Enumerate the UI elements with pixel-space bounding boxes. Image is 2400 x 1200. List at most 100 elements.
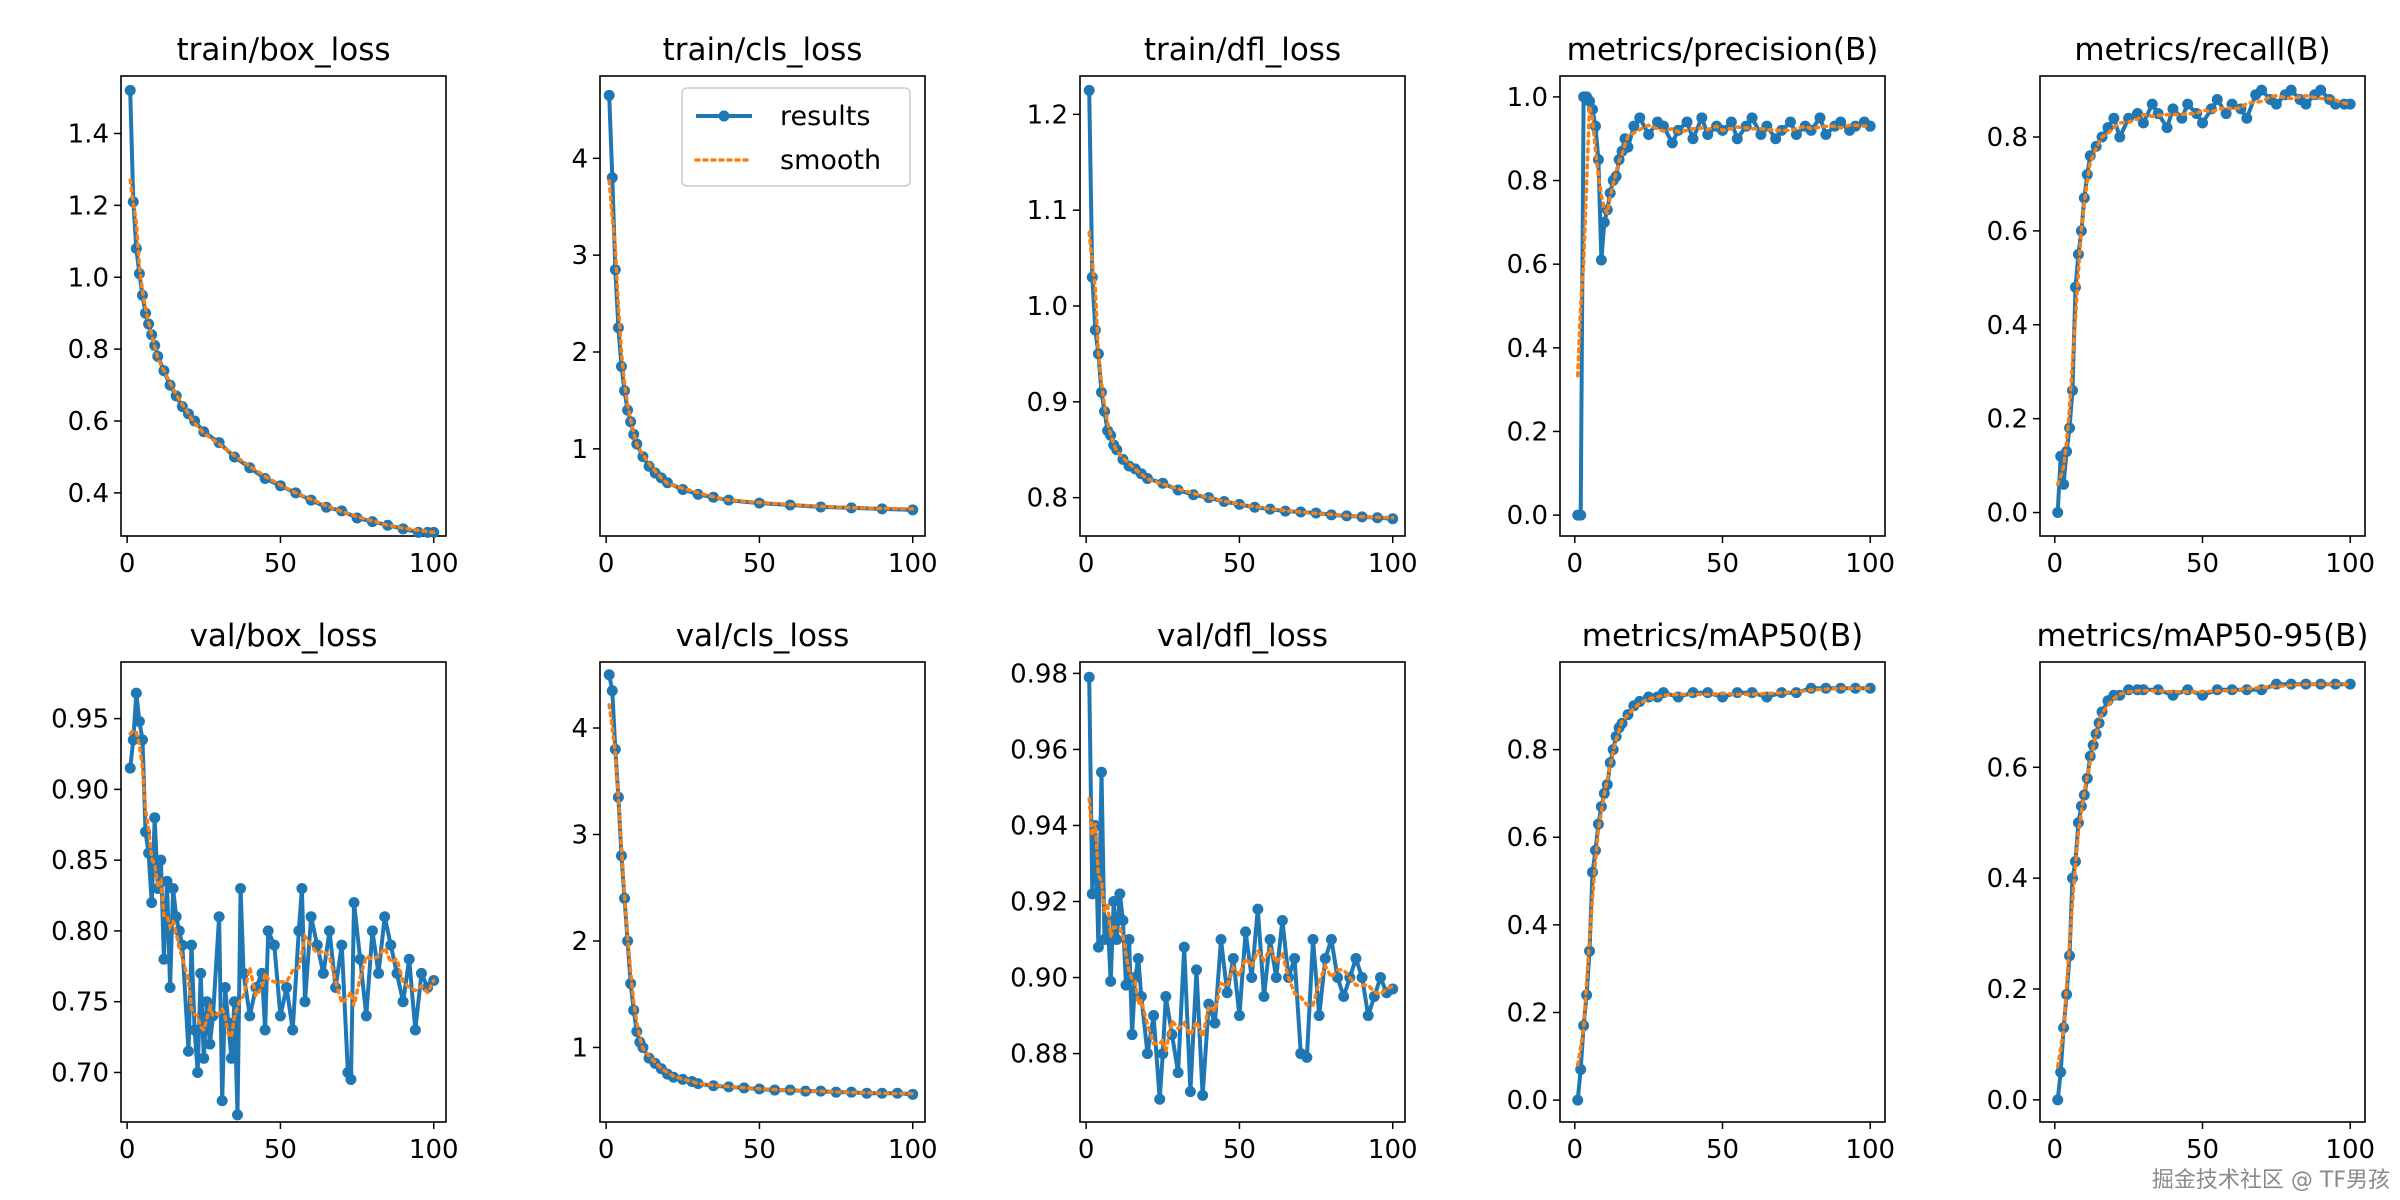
data-point <box>1111 934 1123 946</box>
data-point <box>1595 254 1607 266</box>
data-point <box>1215 934 1227 946</box>
data-point <box>170 911 182 923</box>
data-point <box>305 911 317 923</box>
data-point <box>1114 888 1126 900</box>
y-tick-label: 3 <box>571 241 588 271</box>
data-point <box>1246 972 1258 984</box>
watermark: 掘金技术社区 @ TF男孩 <box>2151 1168 2390 1193</box>
series-line-results <box>128 691 436 1117</box>
data-point <box>1184 1086 1196 1098</box>
axes-frame <box>1079 661 1406 1123</box>
axes-frame <box>2039 75 2366 537</box>
data-point <box>1313 1010 1325 1022</box>
subplot-title: metrics/mAP50-95(B) <box>2036 618 2368 654</box>
legend-smooth-label: smooth <box>780 145 881 176</box>
subplot-title: val/cls_loss <box>676 618 850 654</box>
data-point <box>2220 108 2232 120</box>
y-tick-label: 0.70 <box>51 1058 109 1088</box>
data-point <box>1105 975 1117 987</box>
data-point <box>274 1010 286 1022</box>
data-point <box>192 1066 204 1078</box>
x-tick-label: 50 <box>1706 1135 1739 1165</box>
data-point <box>1338 991 1350 1003</box>
data-point <box>603 669 615 681</box>
data-point <box>2055 1066 2067 1078</box>
series-line-smooth <box>607 179 915 511</box>
x-tick-label: 100 <box>409 1135 459 1165</box>
data-point <box>1575 509 1587 521</box>
x-tick-label: 50 <box>1223 1135 1256 1165</box>
data-point <box>167 882 179 894</box>
data-point <box>1240 926 1252 938</box>
y-tick-label: 1.0 <box>1507 83 1548 113</box>
subplot-8: metrics/mAP50(B) 0 50 100 0.0 0.2 0.4 0.6 0.8 <box>1507 618 1895 1165</box>
y-tick-label: 1.0 <box>1027 292 1068 322</box>
data-point <box>1746 112 1758 124</box>
x-tick-label: 100 <box>888 1135 938 1165</box>
data-point <box>1083 671 1095 683</box>
x-tick-label: 100 <box>1368 549 1418 579</box>
y-tick-label: 0.0 <box>1987 499 2028 529</box>
y-tick-label: 0.2 <box>1987 975 2028 1005</box>
data-point <box>1814 112 1826 124</box>
series-line-results <box>128 90 434 535</box>
data-point <box>1784 116 1796 128</box>
data-point <box>124 84 136 96</box>
data-point <box>2182 98 2194 110</box>
y-tick-label: 0.8 <box>68 335 109 365</box>
x-tick-label: 0 <box>1566 549 1583 579</box>
series-line-smooth <box>607 703 915 1096</box>
data-point <box>845 502 857 514</box>
data-point <box>1270 972 1282 984</box>
subplot-title: val/dfl_loss <box>1157 618 1328 654</box>
x-tick-label: 0 <box>119 1135 136 1165</box>
subplot-2: train/dfl_loss 0 50 100 0.8 0.9 1.0 1.1 1.2 <box>1027 32 1418 579</box>
x-tick-label: 50 <box>2186 549 2219 579</box>
x-tick-label: 0 <box>598 1135 615 1165</box>
data-point <box>1849 682 1861 694</box>
subplot-6: val/cls_loss 0 50 100 1 2 3 4 <box>571 618 937 1165</box>
data-point <box>2167 103 2179 115</box>
data-point <box>1587 866 1598 878</box>
subplot-7: val/dfl_loss 0 50 100 0.88 0.90 0.92 0.94 0.96 0.… <box>1010 618 1417 1165</box>
series-line-smooth <box>1087 230 1395 520</box>
data-point <box>606 685 618 697</box>
data-point <box>415 967 427 979</box>
y-tick-label: 0.98 <box>1010 659 1068 689</box>
data-point <box>213 911 225 923</box>
data-point <box>1584 95 1596 107</box>
series-line-smooth <box>2055 93 2352 487</box>
data-point <box>130 687 142 699</box>
data-point <box>1197 1089 1209 1101</box>
data-point <box>189 1024 201 1036</box>
data-point <box>235 882 247 894</box>
data-point <box>244 1010 256 1022</box>
data-point <box>1289 953 1301 965</box>
x-tick-label: 100 <box>2325 1135 2375 1165</box>
data-point <box>1095 766 1107 778</box>
data-point <box>1319 953 1331 965</box>
data-point <box>155 854 167 866</box>
y-tick-label: 0.8 <box>1507 736 1548 766</box>
data-point <box>373 967 385 979</box>
y-tick-label: 0.4 <box>68 479 109 509</box>
x-tick-label: 100 <box>409 549 459 579</box>
data-point <box>1687 687 1699 699</box>
data-point <box>198 1052 210 1064</box>
data-point <box>1598 216 1610 228</box>
x-tick-label: 0 <box>1078 1135 1095 1165</box>
subplot-1: train/cls_loss 0 50 100 1 2 3 4 results smooth <box>571 32 937 579</box>
data-point <box>1148 1010 1160 1022</box>
data-point <box>2270 98 2282 110</box>
data-point <box>1117 915 1129 927</box>
data-point <box>1820 129 1832 141</box>
data-point <box>366 925 378 937</box>
y-tick-label: 2 <box>571 927 588 957</box>
data-point <box>323 925 335 937</box>
data-point <box>158 953 170 965</box>
data-point <box>1731 133 1743 145</box>
y-tick-label: 0.95 <box>51 705 109 735</box>
y-tick-label: 0.6 <box>1507 250 1548 280</box>
subplot-title: metrics/mAP50(B) <box>1582 618 1863 654</box>
x-tick-label: 50 <box>264 1135 297 1165</box>
